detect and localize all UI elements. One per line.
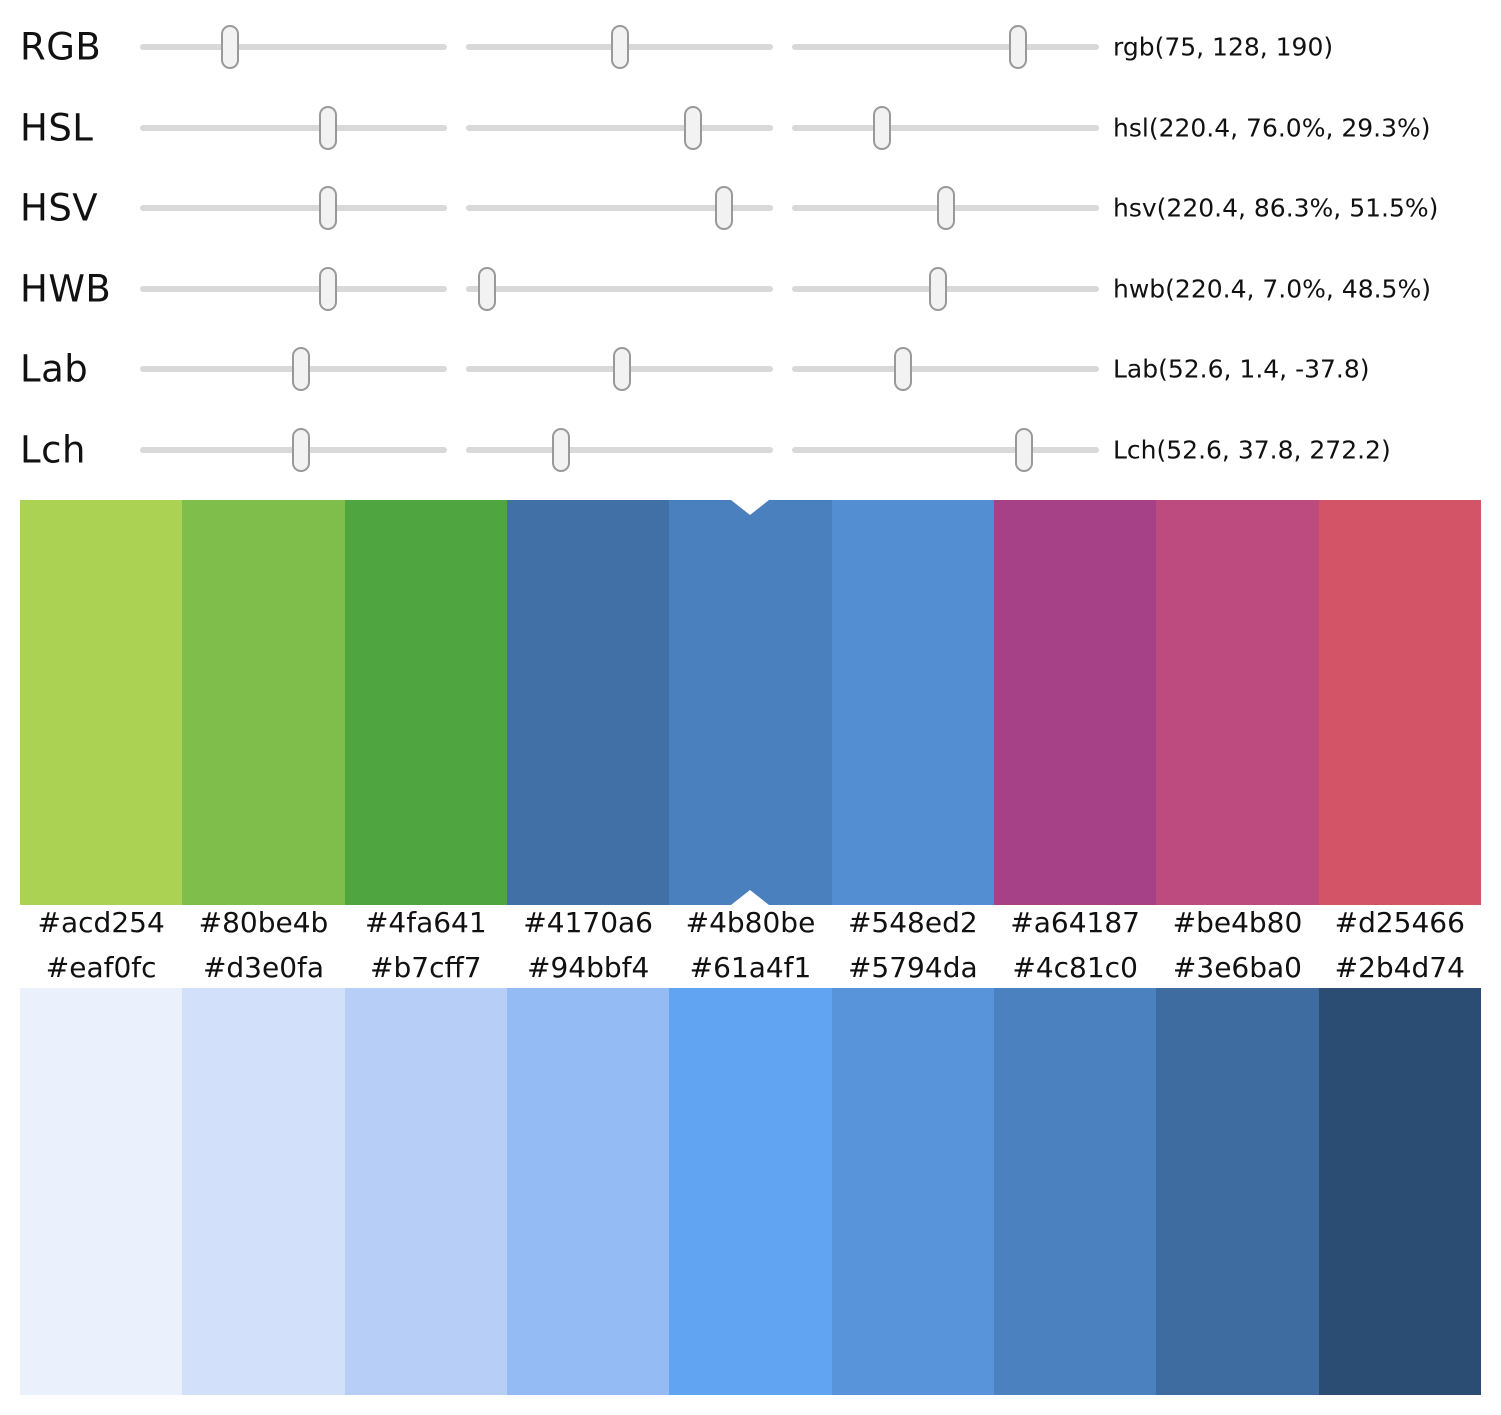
hex-code-label: #94bbf4: [526, 951, 650, 984]
slider-track-hsl-0[interactable]: [140, 105, 447, 150]
color-swatch[interactable]: [993, 500, 1157, 905]
slider-track-hsv-2[interactable]: [792, 186, 1099, 230]
slider-row-lab: Lab Lab(52.6, 1.4, -37.8): [0, 329, 1501, 409]
slider-value-text-lab: Lab(52.6, 1.4, -37.8): [1113, 354, 1370, 384]
slider-track-hsv-1[interactable]: [466, 186, 773, 230]
slider-thumb-hsv-0[interactable]: [318, 186, 337, 230]
color-swatch[interactable]: [344, 500, 507, 905]
hex-code-label: #2b4d74: [1334, 951, 1465, 984]
hex-code-label: #be4b80: [1172, 906, 1303, 939]
slider-thumb-lch-1[interactable]: [552, 427, 571, 472]
hex-code-label: #eaf0fc: [45, 951, 157, 984]
slider-value-text-hwb: hwb(220.4, 7.0%, 48.5%): [1113, 274, 1431, 303]
color-swatch[interactable]: [506, 988, 670, 1395]
slider-thumb-hsv-2[interactable]: [936, 186, 955, 230]
color-swatch[interactable]: [1318, 500, 1481, 905]
hex-code-label: #4b80be: [685, 906, 816, 939]
slider-thumb-rgb-2[interactable]: [1008, 25, 1027, 69]
slider-track-rgb-2[interactable]: [792, 25, 1099, 69]
slider-value-text-rgb: rgb(75, 128, 190): [1113, 32, 1334, 62]
slider-value-text-lch: Lch(52.6, 37.8, 272.2): [1113, 435, 1391, 464]
palette-main: [20, 500, 1481, 905]
slider-thumb-hsl-2[interactable]: [872, 105, 891, 150]
hex-code-label: #80be4b: [198, 906, 329, 939]
color-swatch[interactable]: [831, 500, 994, 905]
slider-thumb-hsl-0[interactable]: [318, 105, 337, 150]
color-swatch[interactable]: [20, 500, 183, 905]
slider-track-lch-2[interactable]: [792, 427, 1099, 472]
color-swatch[interactable]: [344, 988, 507, 1395]
color-swatch[interactable]: [1318, 988, 1481, 1395]
selected-swatch-marker-bottom: [731, 890, 770, 905]
slider-track-hwb-2[interactable]: [792, 266, 1099, 311]
color-swatch[interactable]: [20, 988, 183, 1395]
color-swatch[interactable]: [1156, 988, 1319, 1395]
slider-row-hsl: HSL hsl(220.4, 76.0%, 29.3%): [0, 88, 1501, 168]
slider-group-label-hsl: HSL: [20, 106, 94, 149]
hex-code-label: #a64187: [1010, 906, 1140, 939]
slider-thumb-lch-0[interactable]: [292, 427, 311, 472]
slider-track-rgb-0[interactable]: [140, 25, 447, 69]
slider-group-label-hsv: HSV: [20, 186, 99, 230]
slider-track-lab-0[interactable]: [140, 347, 447, 391]
slider-row-hwb: HWB hwb(220.4, 7.0%, 48.5%): [0, 249, 1501, 329]
slider-track-lch-0[interactable]: [140, 427, 447, 472]
hex-code-label: #548ed2: [847, 906, 978, 939]
palette-scale: [20, 988, 1481, 1395]
slider-track-lch-1[interactable]: [466, 427, 773, 472]
slider-track-lab-2[interactable]: [792, 347, 1099, 391]
color-swatch[interactable]: [993, 988, 1157, 1395]
color-swatch[interactable]: [182, 500, 345, 905]
hex-code-label: #61a4f1: [689, 951, 812, 984]
hex-code-label: #d3e0fa: [202, 951, 325, 984]
hex-code-label: #5794da: [847, 951, 978, 984]
slider-group-label-rgb: RGB: [20, 25, 102, 69]
slider-row-lch: Lch Lch(52.6, 37.8, 272.2): [0, 410, 1501, 490]
slider-track-hwb-0[interactable]: [140, 266, 447, 311]
slider-row-rgb: RGB rgb(75, 128, 190): [0, 7, 1501, 87]
slider-thumb-hwb-2[interactable]: [928, 266, 947, 311]
selected-swatch-marker-top: [731, 500, 770, 515]
hex-code-label: #d25466: [1334, 906, 1465, 939]
slider-group-label-lab: Lab: [20, 347, 89, 391]
hex-code-label: #3e6ba0: [1172, 951, 1302, 984]
hex-row-main: #acd254 #80be4b #4fa641 #4170a6 #4b80be #548e…: [20, 906, 1481, 940]
color-swatch[interactable]: [669, 500, 832, 905]
hex-code-label: #b7cff7: [370, 951, 482, 984]
slider-row-hsv: HSV hsv(220.4, 86.3%, 51.5%): [0, 168, 1501, 248]
color-swatch[interactable]: [506, 500, 670, 905]
slider-thumb-lab-2[interactable]: [893, 347, 912, 391]
hex-row-scale: #eaf0fc #d3e0fa #b7cff7 #94bbf4 #61a4f1 #5794…: [20, 951, 1481, 985]
color-swatch[interactable]: [831, 988, 994, 1395]
slider-thumb-hsl-1[interactable]: [684, 105, 703, 150]
slider-thumb-rgb-1[interactable]: [611, 25, 630, 69]
color-swatch[interactable]: [1156, 500, 1319, 905]
slider-track-lab-1[interactable]: [466, 347, 773, 391]
slider-group-label-lch: Lch: [20, 428, 86, 471]
slider-thumb-lch-2[interactable]: [1015, 427, 1034, 472]
color-swatch[interactable]: [669, 988, 832, 1395]
slider-track-hsl-1[interactable]: [466, 105, 773, 150]
slider-track-hwb-1[interactable]: [466, 266, 773, 311]
slider-value-text-hsl: hsl(220.4, 76.0%, 29.3%): [1113, 113, 1431, 142]
slider-track-hsl-2[interactable]: [792, 105, 1099, 150]
slider-group-label-hwb: HWB: [20, 267, 112, 310]
slider-thumb-lab-1[interactable]: [612, 347, 631, 391]
hex-code-label: #4170a6: [523, 906, 653, 939]
slider-thumb-hwb-0[interactable]: [318, 266, 337, 311]
slider-thumb-hwb-1[interactable]: [478, 266, 497, 311]
slider-thumb-lab-0[interactable]: [292, 347, 311, 391]
hex-code-label: #acd254: [37, 906, 165, 939]
slider-thumb-rgb-0[interactable]: [221, 25, 240, 69]
slider-track-hsv-0[interactable]: [140, 186, 447, 230]
slider-track-rgb-1[interactable]: [466, 25, 773, 69]
slider-thumb-hsv-1[interactable]: [714, 186, 733, 230]
slider-value-text-hsv: hsv(220.4, 86.3%, 51.5%): [1113, 193, 1439, 223]
hex-code-label: #4c81c0: [1012, 951, 1138, 984]
hex-code-label: #4fa641: [364, 906, 487, 939]
color-swatch[interactable]: [182, 988, 345, 1395]
